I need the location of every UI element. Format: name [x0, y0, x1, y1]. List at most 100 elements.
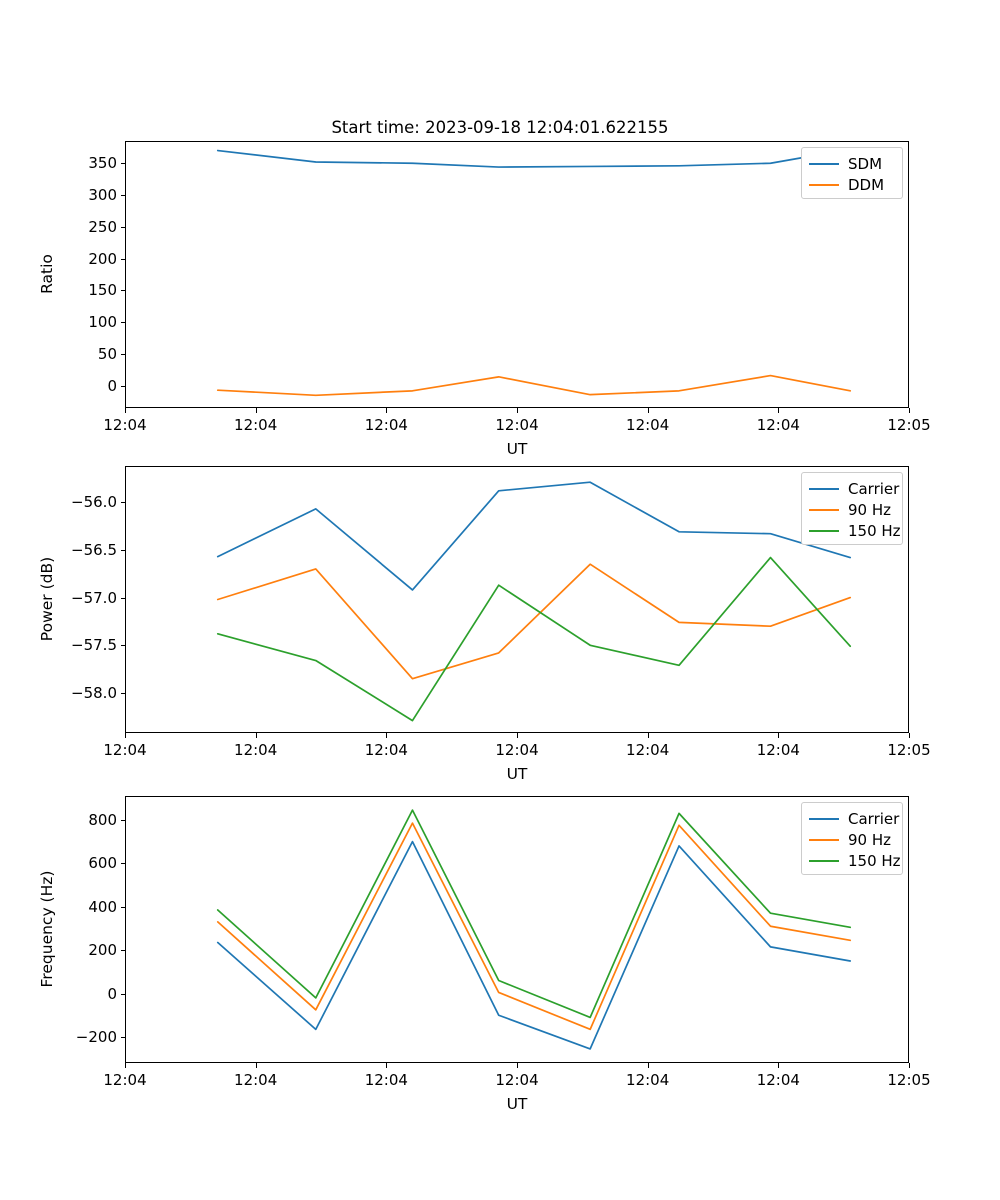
frequency-panel-legend[interactable]: Carrier 90 Hz 150 Hz: [801, 802, 903, 875]
y-tick-label: 0: [107, 376, 117, 395]
y-tick-mark: [120, 290, 125, 292]
legend-label: 150 Hz: [848, 521, 901, 540]
chart-title: Start time: 2023-09-18 12:04:01.622155: [331, 118, 669, 137]
x-tick-mark: [517, 408, 519, 413]
y-tick-mark: [120, 863, 125, 865]
legend-entry[interactable]: 90 Hz: [809, 499, 895, 520]
y-tick-mark: [120, 597, 125, 599]
x-tick-label: 12:04: [103, 416, 147, 434]
x-tick-mark: [517, 733, 519, 738]
legend-entry[interactable]: SDM: [809, 153, 895, 174]
ratio-panel-lines: [216, 148, 852, 397]
y-tick-mark: [120, 950, 125, 952]
frequency-panel: [125, 796, 909, 1063]
y-tick-mark: [120, 906, 125, 908]
y-tick-mark: [120, 549, 125, 551]
x-tick-mark: [517, 1063, 519, 1068]
legend-label: 90 Hz: [848, 500, 892, 519]
legend-label: Carrier: [848, 809, 900, 828]
x-tick-label: 12:04: [626, 741, 670, 759]
series-line-sdm: [216, 148, 852, 168]
x-tick-label: 12:04: [234, 1071, 278, 1089]
x-tick-label: 12:04: [103, 1071, 147, 1089]
legend-label: 90 Hz: [848, 830, 892, 849]
x-tick-label: 12:04: [103, 741, 147, 759]
legend-entry[interactable]: 150 Hz: [809, 850, 901, 871]
y-tick-mark: [120, 258, 125, 260]
legend-color-swatch: [809, 183, 839, 186]
power-panel: [125, 466, 909, 733]
power-panel-legend[interactable]: Carrier 90 Hz 150 Hz: [801, 472, 903, 545]
x-tick-mark: [647, 733, 649, 738]
y-tick-mark: [120, 819, 125, 821]
ratio-panel: [125, 141, 909, 408]
x-tick-mark: [386, 733, 388, 738]
legend-entry[interactable]: DDM: [809, 174, 895, 195]
y-tick-label: 300: [88, 186, 117, 205]
x-tick-mark: [909, 408, 911, 413]
series-line-90-hz: [216, 563, 852, 680]
legend-color-swatch: [809, 817, 839, 820]
legend-label: Carrier: [848, 479, 900, 498]
legend-entry[interactable]: 150 Hz: [809, 520, 901, 541]
legend-color-swatch: [809, 162, 839, 165]
y-tick-mark: [120, 353, 125, 356]
legend-entry[interactable]: Carrier: [809, 808, 899, 829]
series-line-150-hz: [216, 556, 852, 722]
series-line-150-hz: [216, 809, 852, 1019]
x-tick-label: 12:04: [495, 741, 539, 759]
power-panel-xlabel: UT: [506, 765, 528, 783]
legend-color-swatch: [809, 859, 839, 862]
y-tick-label: 50: [97, 344, 117, 363]
ratio-panel-frame: [125, 141, 909, 408]
y-tick-label: 400: [88, 897, 117, 916]
frequency-panel-xlabel: UT: [506, 1095, 528, 1113]
legend-color-swatch: [809, 529, 839, 532]
ratio-panel-legend[interactable]: SDM DDM: [801, 147, 903, 199]
x-tick-label: 12:04: [756, 741, 800, 759]
frequency-panel-frame: [125, 796, 909, 1063]
y-tick-label: −200: [75, 1027, 117, 1046]
y-tick-mark: [120, 645, 125, 647]
y-tick-label: −58.0: [71, 683, 117, 702]
y-tick-mark: [120, 163, 125, 165]
x-tick-mark: [778, 408, 780, 413]
x-tick-mark: [778, 733, 780, 738]
y-tick-label: 0: [107, 984, 117, 1003]
y-tick-mark: [120, 385, 125, 387]
x-tick-label: 12:04: [495, 416, 539, 434]
x-tick-mark: [909, 733, 911, 738]
x-tick-label: 12:04: [626, 416, 670, 434]
x-tick-label: 12:04: [364, 416, 408, 434]
x-tick-label: 12:05: [887, 741, 931, 759]
y-tick-label: 200: [88, 249, 117, 268]
y-tick-label: 150: [88, 281, 117, 300]
x-tick-mark: [125, 408, 127, 413]
power-panel-lines: [216, 481, 852, 722]
power-panel-frame: [125, 466, 909, 733]
x-tick-mark: [255, 408, 257, 413]
series-line-carrier: [216, 481, 852, 591]
x-tick-mark: [647, 1063, 649, 1068]
x-tick-mark: [386, 1063, 388, 1068]
y-tick-label: 350: [88, 154, 117, 173]
x-tick-label: 12:05: [887, 416, 931, 434]
legend-entry[interactable]: Carrier: [809, 478, 899, 499]
x-tick-label: 12:04: [626, 1071, 670, 1089]
legend-entry[interactable]: 90 Hz: [809, 829, 895, 850]
x-tick-mark: [125, 1063, 127, 1068]
y-tick-label: −57.5: [71, 636, 117, 655]
y-tick-label: 800: [88, 810, 117, 829]
legend-label: SDM: [848, 154, 883, 173]
x-tick-label: 12:04: [495, 1071, 539, 1089]
x-tick-mark: [647, 408, 649, 413]
y-tick-mark: [120, 226, 125, 228]
series-line-carrier: [216, 840, 852, 1050]
y-tick-label: 600: [88, 854, 117, 873]
y-tick-mark: [120, 692, 125, 695]
y-tick-label: 200: [88, 941, 117, 960]
x-tick-label: 12:05: [887, 1071, 931, 1089]
y-tick-mark: [120, 322, 125, 324]
y-tick-label: −56.5: [71, 540, 117, 559]
